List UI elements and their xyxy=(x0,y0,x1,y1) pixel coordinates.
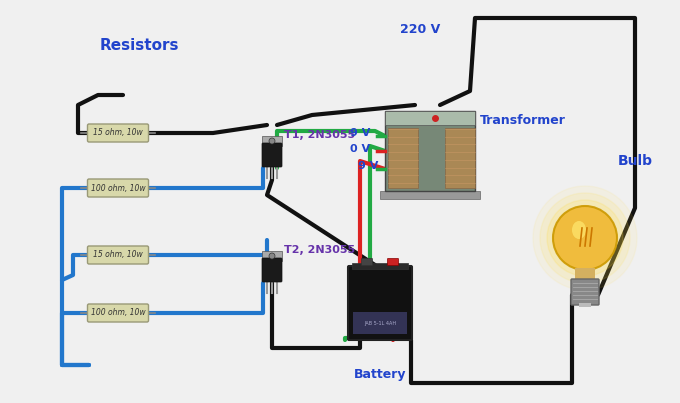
FancyBboxPatch shape xyxy=(262,251,282,261)
FancyBboxPatch shape xyxy=(262,258,282,282)
FancyBboxPatch shape xyxy=(385,111,475,191)
Text: 0 V: 0 V xyxy=(350,144,370,154)
Text: 9 V: 9 V xyxy=(350,128,370,138)
Circle shape xyxy=(269,253,275,259)
FancyBboxPatch shape xyxy=(385,111,475,125)
FancyBboxPatch shape xyxy=(88,179,148,197)
FancyBboxPatch shape xyxy=(352,263,408,269)
Text: JAB 5-1L 4AH: JAB 5-1L 4AH xyxy=(364,320,396,326)
Circle shape xyxy=(269,138,275,144)
FancyBboxPatch shape xyxy=(362,258,373,266)
FancyBboxPatch shape xyxy=(348,266,412,340)
FancyBboxPatch shape xyxy=(88,246,148,264)
Circle shape xyxy=(547,200,623,276)
FancyBboxPatch shape xyxy=(380,191,480,199)
Text: T2, 2N3055: T2, 2N3055 xyxy=(284,245,355,255)
FancyBboxPatch shape xyxy=(353,312,407,334)
FancyBboxPatch shape xyxy=(388,128,418,188)
Ellipse shape xyxy=(572,221,586,239)
Text: 100 ohm, 10w: 100 ohm, 10w xyxy=(90,309,146,318)
Text: Battery: Battery xyxy=(354,368,406,381)
FancyBboxPatch shape xyxy=(262,143,282,167)
FancyBboxPatch shape xyxy=(579,303,591,307)
Text: Transformer: Transformer xyxy=(480,114,566,127)
FancyBboxPatch shape xyxy=(88,304,148,322)
Circle shape xyxy=(553,206,617,270)
FancyBboxPatch shape xyxy=(575,268,595,282)
FancyBboxPatch shape xyxy=(445,128,475,188)
FancyBboxPatch shape xyxy=(571,279,599,305)
Text: 220 V: 220 V xyxy=(400,23,440,36)
Text: 9 V: 9 V xyxy=(358,161,378,171)
Text: 15 ohm, 10w: 15 ohm, 10w xyxy=(93,129,143,137)
Text: T1, 2N3055: T1, 2N3055 xyxy=(284,130,355,140)
Text: 100 ohm, 10w: 100 ohm, 10w xyxy=(90,183,146,193)
Text: 15 ohm, 10w: 15 ohm, 10w xyxy=(93,251,143,260)
FancyBboxPatch shape xyxy=(88,124,148,142)
Circle shape xyxy=(540,193,630,283)
Text: Bulb: Bulb xyxy=(617,154,653,168)
Circle shape xyxy=(533,186,637,290)
Text: Resistors: Resistors xyxy=(100,38,180,53)
FancyBboxPatch shape xyxy=(262,136,282,146)
FancyBboxPatch shape xyxy=(388,258,398,266)
